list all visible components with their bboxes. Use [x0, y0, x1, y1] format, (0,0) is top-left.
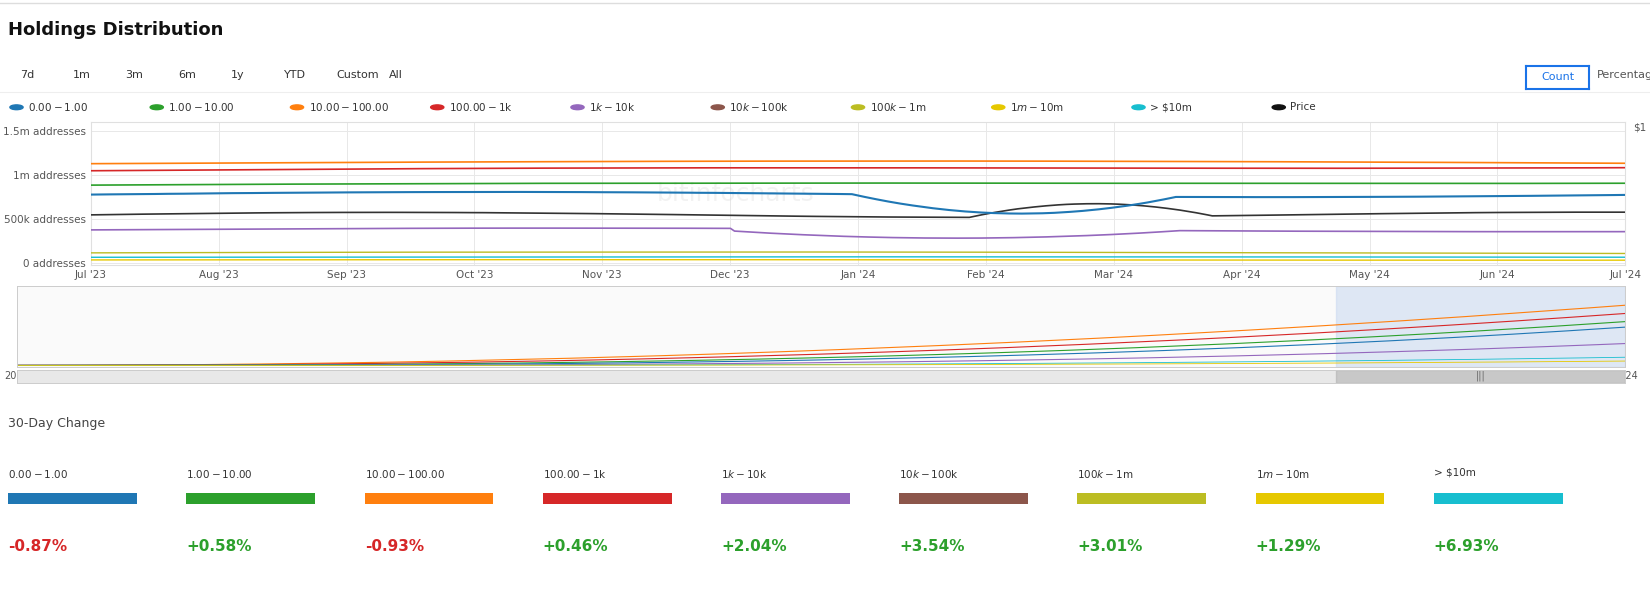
- Text: $1: $1: [1634, 122, 1647, 132]
- Text: 7d: 7d: [20, 70, 35, 79]
- Bar: [1336, 370, 1625, 383]
- Text: Price: Price: [1290, 103, 1317, 112]
- Text: YTD: YTD: [284, 70, 305, 79]
- Text: Percentage: Percentage: [1597, 70, 1650, 79]
- Text: |||: |||: [1475, 371, 1485, 381]
- Text: +6.93%: +6.93%: [1434, 539, 1500, 554]
- Text: 6m: 6m: [178, 70, 196, 79]
- Text: $10.00 - $100.00: $10.00 - $100.00: [365, 468, 444, 480]
- Text: +2.04%: +2.04%: [721, 539, 787, 554]
- Text: $1.00 - $10.00: $1.00 - $10.00: [168, 101, 234, 113]
- Text: $10k - $100k: $10k - $100k: [729, 101, 789, 113]
- Text: $1m - $10m: $1m - $10m: [1010, 101, 1064, 113]
- Text: bitinfocharts: bitinfocharts: [657, 182, 813, 206]
- Text: $0.00 - $1.00: $0.00 - $1.00: [8, 468, 68, 480]
- Text: Count: Count: [1541, 73, 1574, 82]
- Text: Custom: Custom: [337, 70, 380, 79]
- Text: 3m: 3m: [125, 70, 144, 79]
- Text: 1y: 1y: [231, 70, 244, 79]
- Text: +0.58%: +0.58%: [186, 539, 252, 554]
- Text: 1m: 1m: [73, 70, 91, 79]
- Text: +3.01%: +3.01%: [1077, 539, 1143, 554]
- Text: > $10m: > $10m: [1150, 103, 1191, 112]
- Text: $1k - $10k: $1k - $10k: [589, 101, 635, 113]
- Text: $100.00 - $1k: $100.00 - $1k: [449, 101, 513, 113]
- Text: $100k - $1m: $100k - $1m: [1077, 468, 1134, 480]
- Text: +0.46%: +0.46%: [543, 539, 609, 554]
- Text: All: All: [389, 70, 403, 79]
- Text: $1m - $10m: $1m - $10m: [1256, 468, 1310, 480]
- Bar: [1336, 286, 1625, 367]
- Text: 30-Day Change: 30-Day Change: [8, 417, 106, 430]
- Text: $1k - $10k: $1k - $10k: [721, 468, 767, 480]
- Text: $10k - $100k: $10k - $100k: [899, 468, 959, 480]
- Text: > $10m: > $10m: [1434, 468, 1475, 478]
- Text: Holdings Distribution: Holdings Distribution: [8, 21, 224, 39]
- Text: $10.00 - $100.00: $10.00 - $100.00: [309, 101, 388, 113]
- Text: $0.00 - $1.00: $0.00 - $1.00: [28, 101, 87, 113]
- Text: -0.93%: -0.93%: [365, 539, 424, 554]
- Text: +1.29%: +1.29%: [1256, 539, 1322, 554]
- Text: +3.54%: +3.54%: [899, 539, 965, 554]
- Text: $100k - $1m: $100k - $1m: [870, 101, 926, 113]
- Text: -0.87%: -0.87%: [8, 539, 68, 554]
- Text: $1.00 - $10.00: $1.00 - $10.00: [186, 468, 252, 480]
- Text: $100.00 - $1k: $100.00 - $1k: [543, 468, 607, 480]
